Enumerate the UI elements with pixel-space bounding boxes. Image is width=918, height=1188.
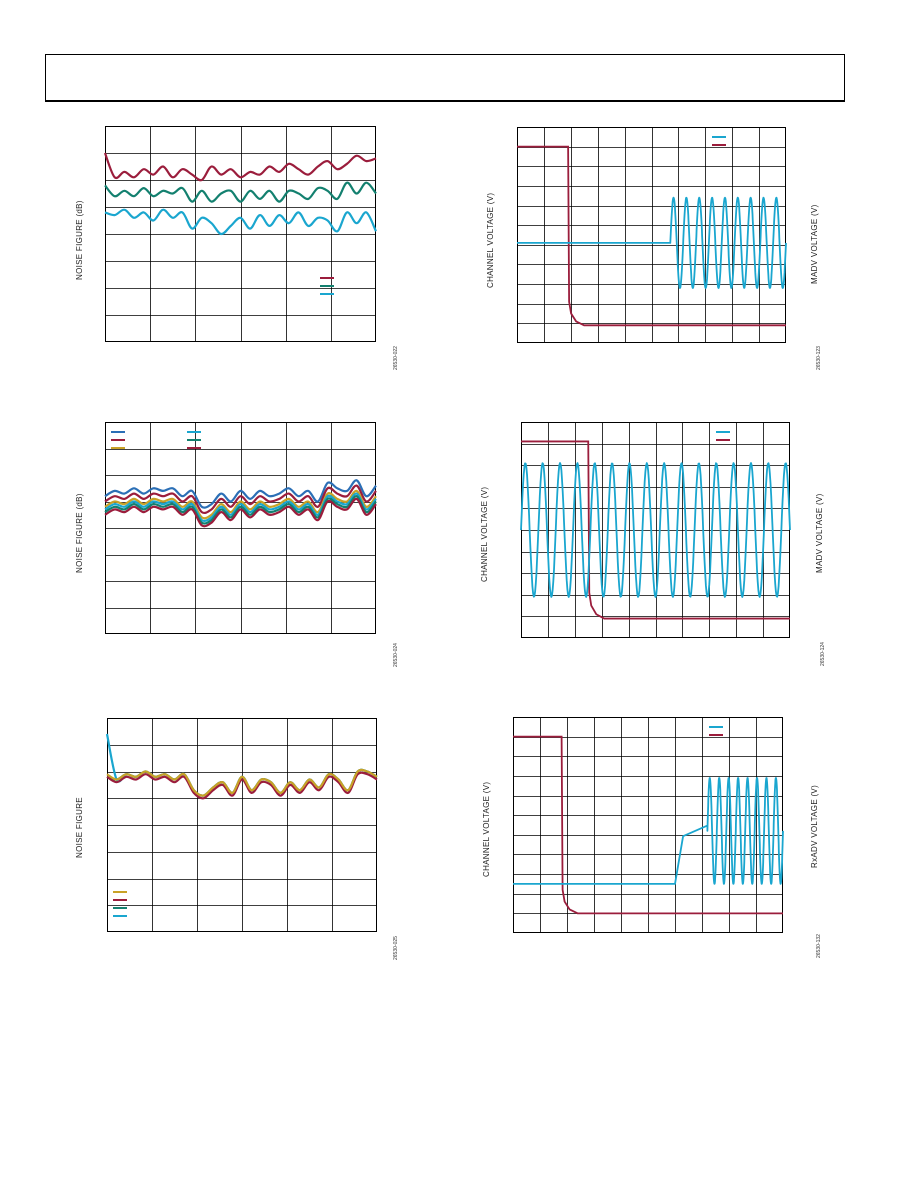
series-line bbox=[104, 479, 377, 509]
chart-svg bbox=[517, 127, 787, 343]
plot-frame bbox=[107, 718, 377, 932]
plot-frame bbox=[513, 717, 783, 933]
series-line bbox=[104, 181, 377, 203]
scope-chart-2 bbox=[520, 422, 791, 638]
noise-figure-chart-1 bbox=[103, 126, 377, 342]
y-axis-label: CHANNEL VOLTAGE (V) bbox=[480, 486, 489, 582]
figure-id: 26530-025 bbox=[393, 936, 399, 960]
figure-id: 26530-123 bbox=[816, 346, 822, 370]
wave-trace bbox=[520, 462, 791, 598]
series-line bbox=[106, 771, 378, 800]
figure-id: 26530-132 bbox=[816, 934, 822, 958]
figure-id: 26530-024 bbox=[393, 643, 399, 667]
plot-frame bbox=[105, 422, 376, 634]
y-axis-label: NOISE FIGURE (dB) bbox=[75, 493, 84, 573]
y-axis-label: CHANNEL VOLTAGE (V) bbox=[482, 781, 491, 877]
y-axis-label: NOISE FIGURE (dB) bbox=[75, 200, 84, 280]
figure-id: 26530-022 bbox=[393, 346, 399, 370]
chart-svg bbox=[105, 718, 378, 932]
series-line bbox=[104, 497, 377, 528]
noise-figure-chart-3 bbox=[105, 718, 378, 932]
chart-svg bbox=[103, 126, 377, 342]
series-line bbox=[104, 492, 377, 523]
y-axis-label: NOISE FIGURE bbox=[75, 797, 84, 858]
chart-svg bbox=[104, 422, 377, 634]
chart-svg bbox=[520, 422, 791, 638]
wave-trace bbox=[513, 777, 784, 885]
y-axis-label-right: RxADV VOLTAGE (V) bbox=[810, 784, 819, 868]
series-line bbox=[104, 484, 377, 515]
series-line bbox=[106, 768, 378, 797]
series-line bbox=[104, 208, 377, 236]
step-trace bbox=[521, 440, 790, 620]
chart-svg bbox=[513, 717, 784, 933]
y-axis-label-right: MADV VOLTAGE (V) bbox=[815, 493, 824, 573]
figure-id: 26530-124 bbox=[820, 642, 826, 666]
series-line bbox=[103, 152, 377, 182]
noise-figure-chart-2 bbox=[104, 422, 377, 634]
step-trace bbox=[517, 145, 786, 327]
wave-trace bbox=[517, 196, 787, 289]
step-trace bbox=[513, 735, 783, 915]
plot-frame bbox=[521, 422, 790, 638]
series-line bbox=[104, 495, 377, 525]
plot-frame bbox=[105, 126, 376, 342]
series-line bbox=[104, 489, 377, 520]
scope-chart-1 bbox=[517, 127, 787, 343]
series-line bbox=[105, 733, 378, 797]
scope-chart-3 bbox=[513, 717, 784, 933]
page-header-box bbox=[45, 54, 845, 102]
y-axis-label: CHANNEL VOLTAGE (V) bbox=[486, 192, 495, 288]
plot-frame bbox=[517, 127, 786, 343]
y-axis-label-right: MADV VOLTAGE (V) bbox=[810, 204, 819, 284]
